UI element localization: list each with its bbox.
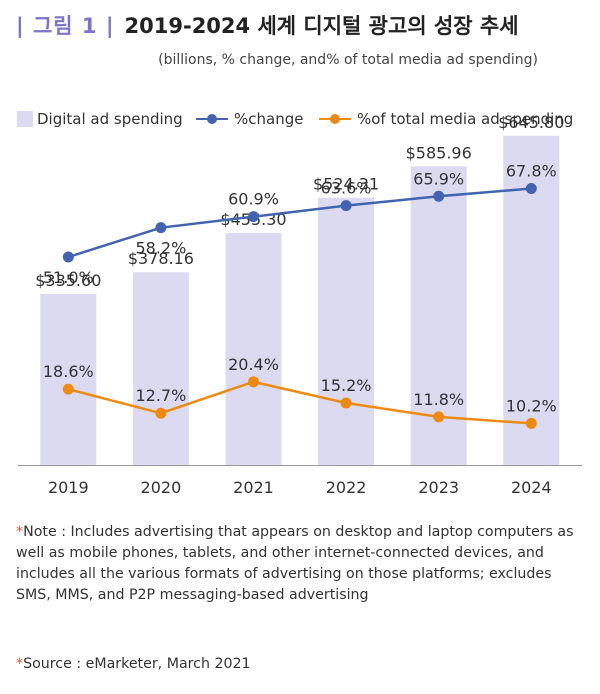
pct-total-point-2023 bbox=[433, 411, 445, 423]
change-label-2022: 63.6% bbox=[321, 179, 372, 198]
pct-total-point-2019 bbox=[62, 383, 74, 395]
bar-label-2023: $585.96 bbox=[406, 143, 472, 162]
source-asterisk: * bbox=[16, 656, 24, 672]
pct-total-point-2021 bbox=[248, 376, 259, 388]
legend-label-change: %change bbox=[234, 110, 303, 128]
pct-total-point-2022 bbox=[340, 397, 352, 409]
figure-label: | 그림 1 | bbox=[16, 14, 115, 38]
x-tick-label-2022: 2022 bbox=[326, 478, 367, 497]
change-line bbox=[67, 187, 532, 259]
x-tick-label-2024: 2024 bbox=[511, 478, 552, 497]
change-label-2024: 67.8% bbox=[506, 162, 557, 181]
pct-total-label-2019: 18.6% bbox=[43, 362, 94, 381]
pct-total-point-2024 bbox=[525, 417, 537, 429]
pct-total-label-2024: 10.2% bbox=[506, 396, 557, 415]
pct-total-point-2020 bbox=[155, 407, 167, 419]
combo-chart: Digital ad spending %change %of total medi… bbox=[17, 110, 582, 497]
pct-total-label-2022: 15.2% bbox=[321, 376, 372, 395]
legend-label-digital-ad-spending: Digital ad spending bbox=[37, 110, 183, 128]
change-label-2023: 65.9% bbox=[413, 169, 464, 188]
chart-header: | 그림 1 | 2019-2024 세계 디지털 광고의 성장 추세 bbox=[16, 8, 519, 42]
change-label-2021: 60.9% bbox=[228, 190, 279, 209]
bar-2020 bbox=[132, 272, 189, 465]
change-point-2022 bbox=[340, 200, 352, 212]
x-tick-label-2019: 2019 bbox=[48, 478, 89, 497]
change-point-2019 bbox=[62, 251, 74, 263]
pct-total-label-2020: 12.7% bbox=[135, 386, 186, 405]
bar-label-2019: $335.60 bbox=[35, 271, 101, 290]
pct-total-line bbox=[67, 380, 532, 425]
source-text: Source : eMarketer, March 2021 bbox=[23, 656, 251, 672]
bar-2021 bbox=[225, 232, 282, 465]
legend-marker-pct-total bbox=[330, 114, 340, 124]
bar-2019 bbox=[40, 293, 97, 465]
note-text: Note : Includes advertising that appears… bbox=[16, 524, 574, 603]
pct-total-label-2021: 20.4% bbox=[228, 355, 279, 374]
legend-swatch-digital-ad-spending bbox=[17, 111, 33, 127]
change-point-2021 bbox=[248, 211, 259, 223]
bar-2022 bbox=[318, 197, 375, 465]
pct-total-label-2023: 11.8% bbox=[413, 390, 464, 409]
change-point-2024 bbox=[525, 183, 537, 195]
change-label-2019: 51.0% bbox=[43, 268, 94, 287]
chart-title: 2019-2024 세계 디지털 광고의 성장 추세 bbox=[124, 14, 519, 38]
bar-label-2024: $645.80 bbox=[498, 113, 564, 132]
x-tick-label-2023: 2023 bbox=[418, 478, 459, 497]
bar-label-2022: $524.31 bbox=[313, 175, 379, 194]
x-tick-label-2021: 2021 bbox=[233, 478, 274, 497]
legend-label-pct-total: %of total media ad spending bbox=[357, 110, 573, 128]
change-point-2020 bbox=[155, 222, 167, 234]
source-line: *Source : eMarketer, March 2021 bbox=[16, 656, 251, 672]
change-label-2020: 58.2% bbox=[135, 239, 186, 258]
legend-marker-change bbox=[207, 114, 217, 124]
x-tick-label-2020: 2020 bbox=[141, 478, 182, 497]
footnote: *Note : Includes advertising that appear… bbox=[16, 522, 582, 606]
change-point-2023 bbox=[433, 190, 445, 202]
chart-subtitle: (billions, % change, and% of total media… bbox=[158, 52, 538, 68]
bar-label-2020: $378.16 bbox=[128, 249, 194, 268]
note-asterisk: * bbox=[16, 524, 24, 540]
